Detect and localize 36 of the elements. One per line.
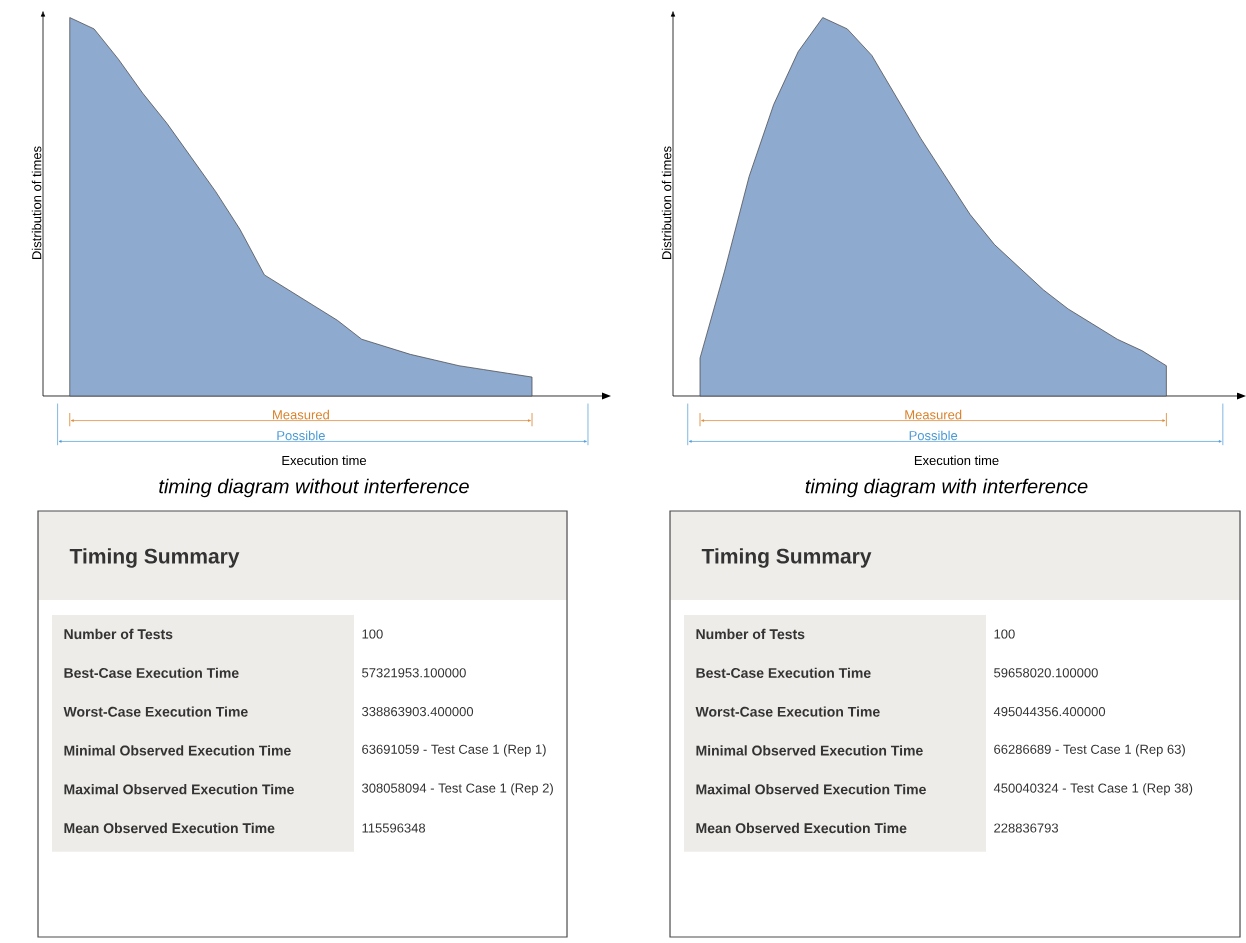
text: Number of Tests bbox=[696, 628, 805, 640]
text: Maximal Observed Execution Time bbox=[64, 784, 294, 795]
text: Mean Observed Execution Time bbox=[696, 822, 907, 834]
text: Minimal Observed Execution Time bbox=[696, 745, 923, 756]
text: Possible bbox=[909, 430, 958, 441]
text: 100 bbox=[362, 629, 383, 639]
text: 63691059 - Test Case 1 (Rep 1) bbox=[362, 744, 546, 757]
text: Best-Case Execution Time bbox=[696, 667, 871, 678]
text: Minimal Observed Execution Time bbox=[64, 745, 291, 756]
text: Measured bbox=[273, 409, 329, 420]
y-axis-title: Distribution of times bbox=[661, 146, 672, 259]
text: Measured bbox=[905, 409, 962, 420]
y-axis-title: Distribution of times bbox=[31, 146, 42, 259]
text: 115596348 bbox=[362, 823, 426, 833]
text: 57321953.100000 bbox=[362, 668, 466, 678]
text: Maximal Observed Execution Time bbox=[696, 784, 926, 795]
text: Worst-Case Execution Time bbox=[63, 706, 248, 717]
text: 100 bbox=[994, 629, 1015, 639]
text: timing diagram with interference bbox=[805, 478, 1088, 498]
text: 495044356.400000 bbox=[993, 706, 1106, 717]
x-axis-title: Execution time bbox=[914, 455, 999, 466]
text: 338863903.400000 bbox=[362, 706, 474, 717]
text: Timing Summary bbox=[701, 548, 872, 568]
text: timing diagram without interference bbox=[159, 478, 469, 498]
text: Number of Tests bbox=[64, 628, 173, 640]
text: 66286689 - Test Case 1 (Rep 63) bbox=[994, 744, 1185, 757]
text: 228836793 bbox=[994, 823, 1059, 833]
text: Worst-Case Execution Time bbox=[695, 706, 880, 717]
text: Mean Observed Execution Time bbox=[64, 822, 275, 834]
text: Timing Summary bbox=[69, 548, 240, 568]
text: Best-Case Execution Time bbox=[64, 667, 239, 678]
text: Possible bbox=[277, 430, 325, 441]
x-axis-title: Execution time bbox=[282, 455, 367, 466]
text: 59658020.100000 bbox=[994, 668, 1098, 678]
text: 308058094 - Test Case 1 (Rep 2) bbox=[362, 783, 553, 796]
text: 450040324 - Test Case 1 (Rep 38) bbox=[993, 783, 1193, 796]
